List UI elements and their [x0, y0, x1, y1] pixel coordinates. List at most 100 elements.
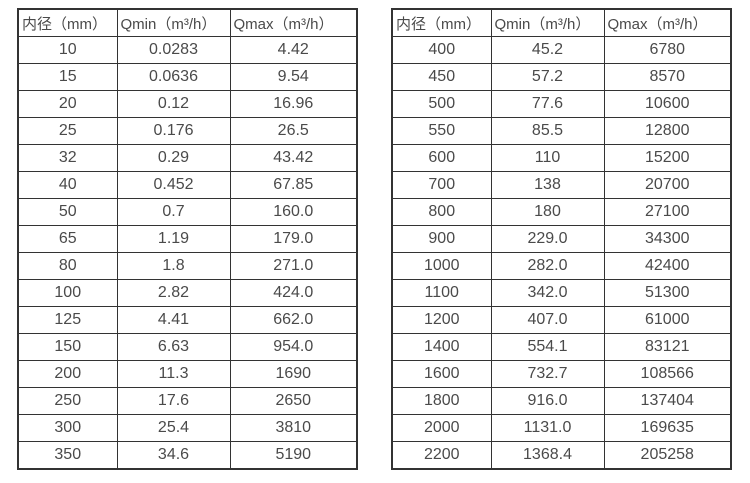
table-cell: 1000 [391, 252, 492, 280]
table-cell: 4.42 [229, 36, 358, 64]
table-cell: 83121 [603, 333, 732, 361]
table-cell: 205258 [603, 441, 732, 470]
table-cell: 108566 [603, 360, 732, 388]
table-cell: 138 [490, 171, 605, 199]
table-cell: 180 [490, 198, 605, 226]
table-cell: 15200 [603, 144, 732, 172]
table-cell: 450 [391, 63, 492, 91]
flow-range-table-small-diameters: 内径（mm） Qmin（m³/h） Qmax（m³/h） 10 0.0283 4.4… [17, 8, 358, 470]
table-cell: 169635 [603, 414, 732, 442]
table-cell: 700 [391, 171, 492, 199]
table-cell: 200 [17, 360, 118, 388]
table-cell: 10 [17, 36, 118, 64]
table-cell: 1800 [391, 387, 492, 415]
table-row: 20 0.12 16.96 [17, 90, 358, 118]
flow-range-table-large-diameters: 内径（mm） Qmin（m³/h） Qmax（m³/h） 400 45.2 6780… [391, 8, 732, 470]
table-cell: 25 [17, 117, 118, 145]
table-cell: 11.3 [116, 360, 231, 388]
table-cell: 400 [391, 36, 492, 64]
column-header-qmin: Qmin（m³/h） [116, 8, 231, 37]
table-cell: 1200 [391, 306, 492, 334]
table-row: 10 0.0283 4.42 [17, 36, 358, 64]
table-cell: 12800 [603, 117, 732, 145]
table-cell: 110 [490, 144, 605, 172]
table-cell: 732.7 [490, 360, 605, 388]
table-cell: 20 [17, 90, 118, 118]
table-cell: 0.452 [116, 171, 231, 199]
table-cell: 342.0 [490, 279, 605, 307]
table-cell: 8570 [603, 63, 732, 91]
table-row: 1400 554.1 83121 [391, 333, 732, 361]
table-cell: 2000 [391, 414, 492, 442]
table-row: 1800 916.0 137404 [391, 387, 732, 415]
column-header-qmax: Qmax（m³/h） [603, 8, 732, 37]
table-cell: 954.0 [229, 333, 358, 361]
table-cell: 0.0283 [116, 36, 231, 64]
table-row: 65 1.19 179.0 [17, 225, 358, 253]
table-row: 700 138 20700 [391, 171, 732, 199]
table-cell: 424.0 [229, 279, 358, 307]
table-cell: 1.8 [116, 252, 231, 280]
table-row: 150 6.63 954.0 [17, 333, 358, 361]
table-row: 500 77.6 10600 [391, 90, 732, 118]
table-cell: 600 [391, 144, 492, 172]
table-cell: 407.0 [490, 306, 605, 334]
table-cell: 77.6 [490, 90, 605, 118]
table-row: 2000 1131.0 169635 [391, 414, 732, 442]
table-row: 50 0.7 160.0 [17, 198, 358, 226]
tables-container: 内径（mm） Qmin（m³/h） Qmax（m³/h） 10 0.0283 4.4… [17, 8, 732, 470]
table-cell: 550 [391, 117, 492, 145]
table-cell: 20700 [603, 171, 732, 199]
table-cell: 3810 [229, 414, 358, 442]
table-cell: 6.63 [116, 333, 231, 361]
table-row: 300 25.4 3810 [17, 414, 358, 442]
table-cell: 0.29 [116, 144, 231, 172]
table-cell: 27100 [603, 198, 732, 226]
table-cell: 2.82 [116, 279, 231, 307]
table-cell: 16.96 [229, 90, 358, 118]
table-cell: 85.5 [490, 117, 605, 145]
table-cell: 0.12 [116, 90, 231, 118]
table-row: 800 180 27100 [391, 198, 732, 226]
table-cell: 43.42 [229, 144, 358, 172]
table-cell: 1600 [391, 360, 492, 388]
table-cell: 271.0 [229, 252, 358, 280]
table-cell: 150 [17, 333, 118, 361]
table-cell: 0.0636 [116, 63, 231, 91]
table-cell: 57.2 [490, 63, 605, 91]
table-cell: 300 [17, 414, 118, 442]
table-row: 1600 732.7 108566 [391, 360, 732, 388]
table-cell: 916.0 [490, 387, 605, 415]
table-row: 125 4.41 662.0 [17, 306, 358, 334]
table-cell: 0.7 [116, 198, 231, 226]
table-row: 2200 1368.4 205258 [391, 441, 732, 470]
table-row: 600 110 15200 [391, 144, 732, 172]
table-cell: 45.2 [490, 36, 605, 64]
table-cell: 250 [17, 387, 118, 415]
table-body: 10 0.0283 4.42 15 0.0636 9.54 20 0.12 16.96 25 0.1… [17, 36, 358, 470]
table-row: 25 0.176 26.5 [17, 117, 358, 145]
table-row: 40 0.452 67.85 [17, 171, 358, 199]
table-cell: 1.19 [116, 225, 231, 253]
table-cell: 1400 [391, 333, 492, 361]
table-cell: 160.0 [229, 198, 358, 226]
table-row: 1100 342.0 51300 [391, 279, 732, 307]
table-cell: 179.0 [229, 225, 358, 253]
table-row: 550 85.5 12800 [391, 117, 732, 145]
table-cell: 2650 [229, 387, 358, 415]
table-cell: 15 [17, 63, 118, 91]
table-cell: 42400 [603, 252, 732, 280]
table-cell: 6780 [603, 36, 732, 64]
table-body: 400 45.2 6780 450 57.2 8570 500 77.6 10600 550 85.… [391, 36, 732, 470]
table-row: 15 0.0636 9.54 [17, 63, 358, 91]
table-cell: 9.54 [229, 63, 358, 91]
table-cell: 1131.0 [490, 414, 605, 442]
column-header-diameter: 内径（mm） [17, 8, 118, 37]
table-cell: 10600 [603, 90, 732, 118]
table-cell: 67.85 [229, 171, 358, 199]
table-cell: 282.0 [490, 252, 605, 280]
table-cell: 2200 [391, 441, 492, 470]
table-cell: 34.6 [116, 441, 231, 470]
table-row: 200 11.3 1690 [17, 360, 358, 388]
table-cell: 26.5 [229, 117, 358, 145]
